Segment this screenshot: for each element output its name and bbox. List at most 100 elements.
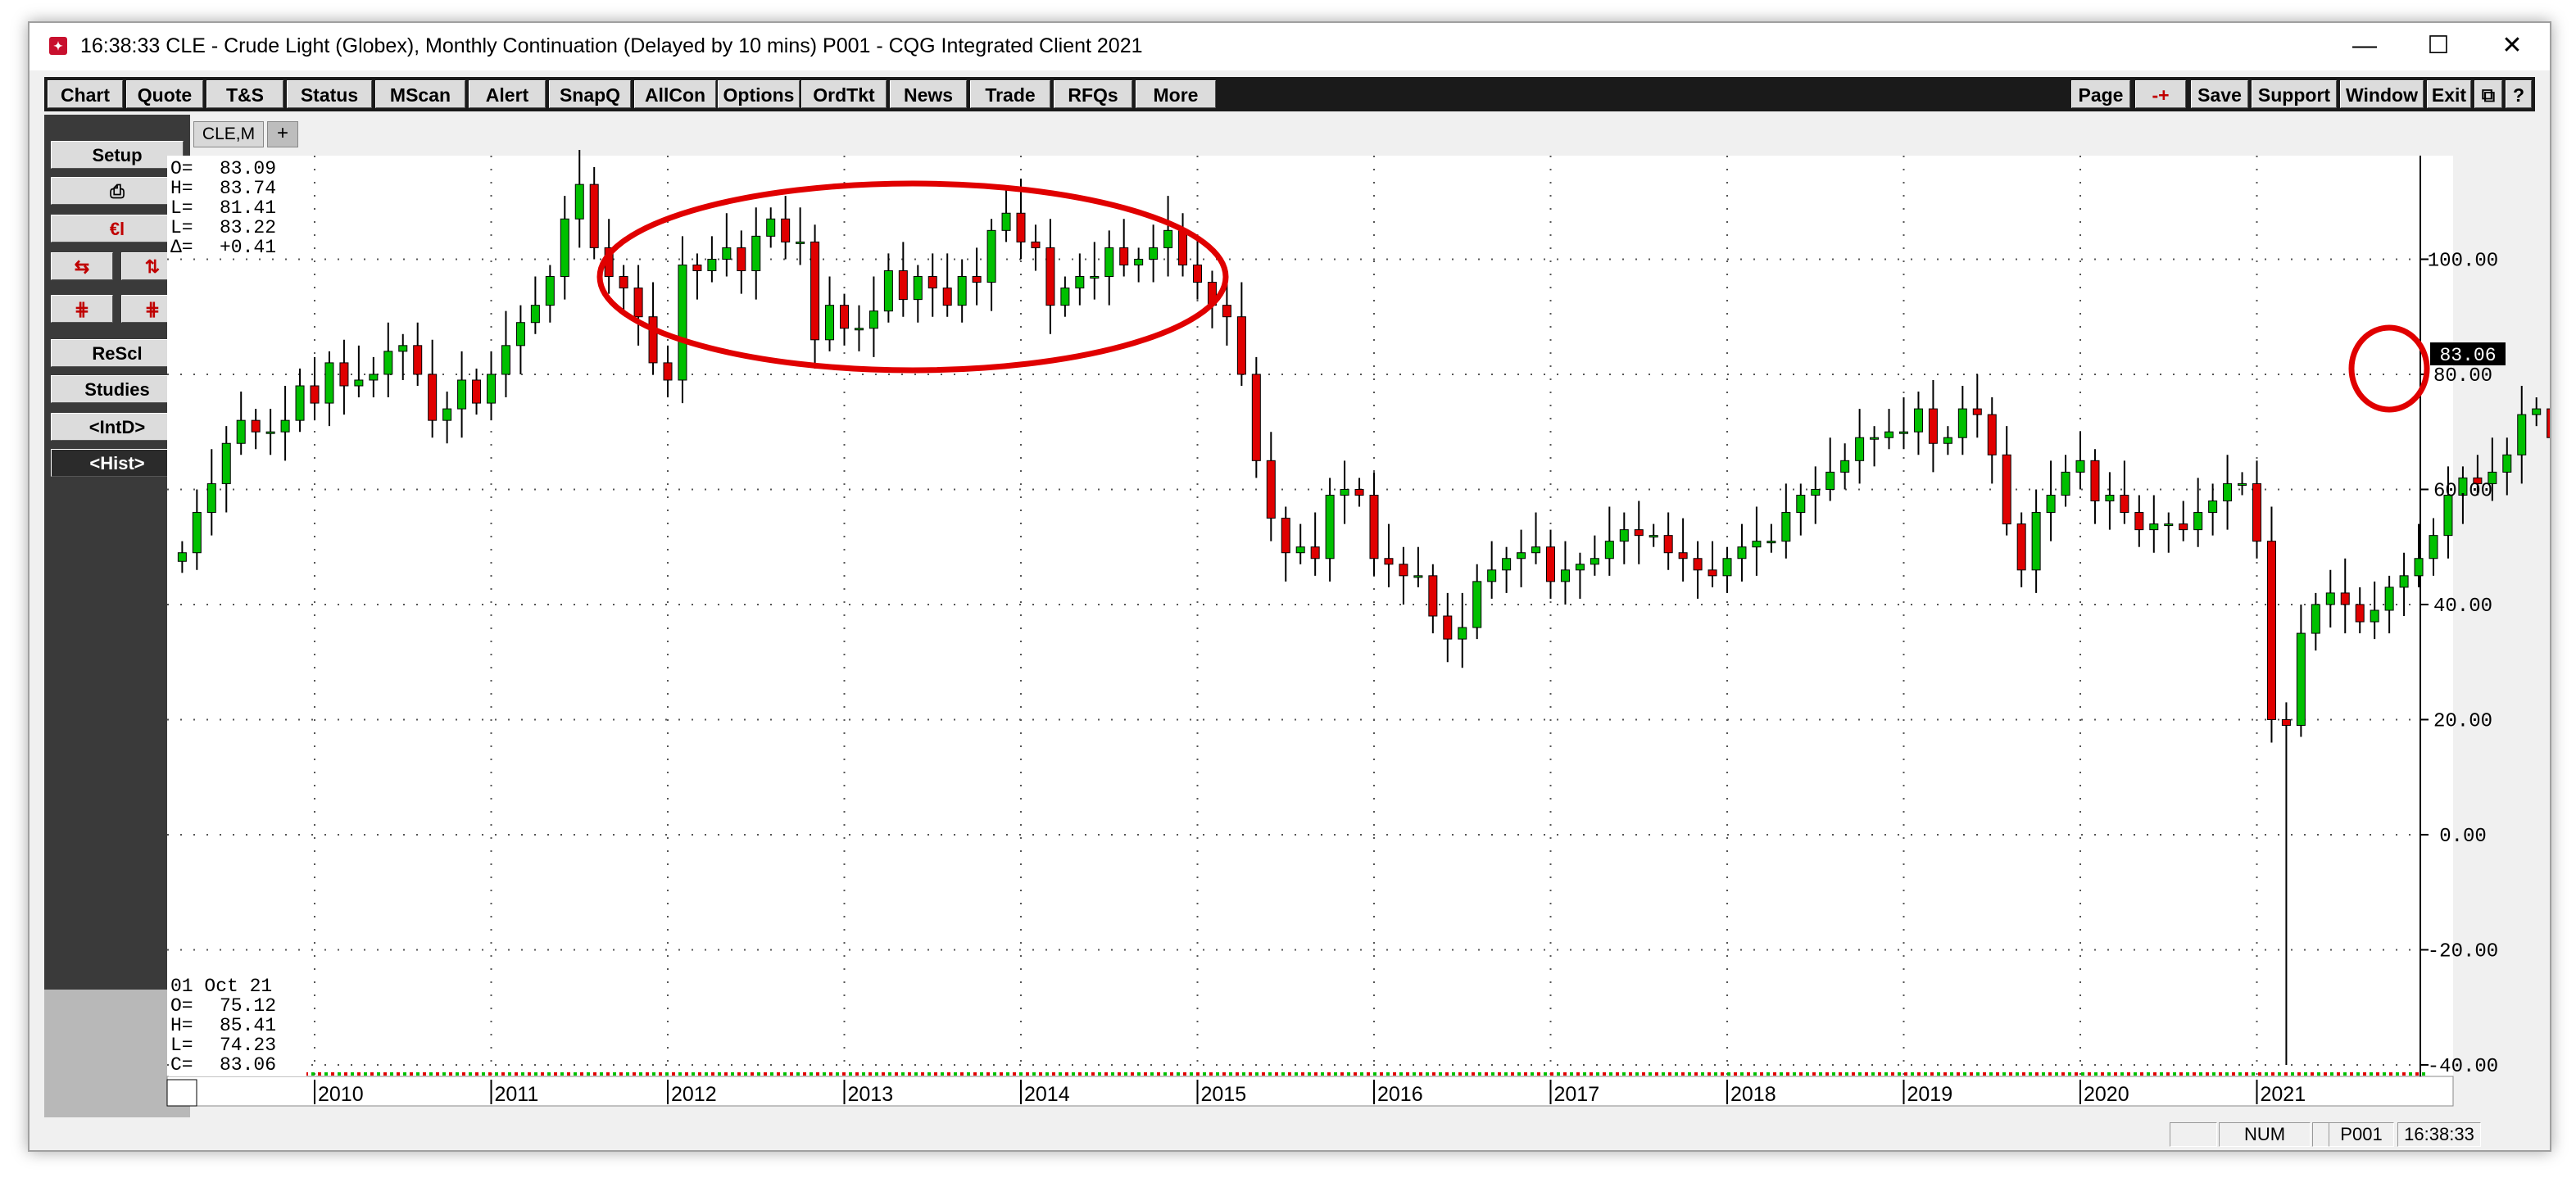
candle-body — [1899, 431, 1908, 434]
timeline-marker — [1458, 1072, 1462, 1076]
page-button[interactable]: Page — [2071, 80, 2130, 108]
save-button[interactable]: Save — [2191, 80, 2248, 108]
candle-body — [2090, 460, 2100, 502]
candle-body — [2517, 414, 2527, 455]
timeline-marker — [770, 1072, 773, 1076]
candle-body — [1149, 247, 1159, 260]
y-tick-label: -40.00 — [2428, 1056, 2498, 1078]
setup-button[interactable]: Setup — [51, 141, 184, 169]
support-button[interactable]: Support — [2252, 80, 2337, 108]
rescale-button[interactable]: ReScl — [51, 339, 184, 367]
maximize-button[interactable]: ☐ — [2427, 32, 2450, 59]
timeline-marker — [652, 1072, 655, 1076]
minimize-button[interactable]: — — [2352, 32, 2377, 59]
timeline-marker — [1340, 1072, 1344, 1076]
swap-horizontal-icon[interactable]: ⇆ — [51, 252, 113, 280]
window-title: 16:38:33 CLE - Crude Light (Globex), Mon… — [80, 34, 1143, 57]
close-button[interactable]: ✕ — [2501, 32, 2523, 59]
timeline-marker — [1045, 1072, 1049, 1076]
candle-body — [678, 264, 687, 381]
time-and-sales-button[interactable]: T&S — [206, 80, 283, 108]
candle-body — [1458, 627, 1467, 640]
timeline-marker — [338, 1072, 341, 1076]
timeline-marker — [1170, 1072, 1173, 1076]
timeline-marker — [318, 1072, 321, 1076]
timeline-marker — [2225, 1072, 2229, 1076]
timeline-marker — [311, 1072, 315, 1076]
timeline-marker — [1524, 1072, 1527, 1076]
mscan-button[interactable]: MScan — [375, 80, 465, 108]
candle-series — [177, 149, 2550, 1076]
timeline-marker — [1026, 1072, 1029, 1076]
print-icon[interactable]: ⎙ — [51, 177, 184, 205]
candle-body — [383, 351, 393, 375]
timeline-marker — [2271, 1072, 2274, 1076]
timeline-marker — [1930, 1072, 1934, 1076]
allcon-button[interactable]: AllCon — [634, 80, 716, 108]
timeline-marker — [1649, 1072, 1652, 1076]
candle-body — [2208, 501, 2218, 514]
intraday-button[interactable]: <IntD> — [51, 413, 184, 441]
chart-button[interactable]: Chart — [48, 80, 123, 108]
timeline-marker — [1399, 1072, 1403, 1076]
timeline-marker — [1596, 1072, 1599, 1076]
rfqs-button[interactable]: RFQs — [1054, 80, 1132, 108]
exit-button[interactable]: Exit — [2427, 80, 2471, 108]
help-icon[interactable]: ? — [2506, 80, 2532, 108]
tab-cle-monthly[interactable]: CLE,M — [193, 121, 264, 147]
candle-body — [1428, 575, 1438, 617]
candle-body — [1604, 541, 1614, 559]
quote-button[interactable]: Quote — [126, 80, 203, 108]
add-tab-button[interactable]: + — [267, 121, 298, 147]
candle-body — [1413, 575, 1423, 578]
timeline-marker — [2311, 1072, 2314, 1076]
candle-body — [1693, 558, 1703, 571]
timeline-marker — [1858, 1072, 1862, 1076]
timeline-marker — [2232, 1072, 2235, 1076]
price-chart[interactable]: 100.00 80.00 60.00 40.00 20.00 0.00 -20.00 -40.… — [29, 23, 2550, 1150]
timeline-marker — [1878, 1072, 1881, 1076]
chart-tab-strip: CLE,M + — [193, 120, 2537, 147]
excel-export-icon[interactable]: €l — [51, 215, 184, 242]
timeline-marker — [574, 1072, 577, 1076]
candle-body — [2458, 477, 2468, 496]
window-button[interactable]: Window — [2340, 80, 2424, 108]
candle-body — [398, 345, 408, 352]
more-button[interactable]: More — [1136, 80, 1216, 108]
status-page: P001 — [2329, 1122, 2394, 1147]
candle-body — [177, 552, 187, 562]
candle-body — [2061, 471, 2070, 496]
timeline-marker — [2101, 1072, 2104, 1076]
timeline-marker — [855, 1072, 859, 1076]
timeline-marker — [685, 1072, 688, 1076]
news-button[interactable]: News — [890, 80, 967, 108]
historical-button[interactable]: <Hist> — [51, 449, 184, 477]
alert-button[interactable]: Alert — [469, 80, 546, 108]
x-tick-label: 2015 — [1201, 1083, 1247, 1106]
candle-body — [1487, 569, 1497, 582]
timeline-marker — [1386, 1072, 1390, 1076]
timeline-marker — [1616, 1072, 1619, 1076]
timeline-marker — [1360, 1072, 1363, 1076]
candle-body — [428, 374, 438, 421]
timeline-marker — [1091, 1072, 1095, 1076]
timeline-marker — [2206, 1072, 2209, 1076]
options-button[interactable]: Options — [718, 80, 800, 108]
timeline-marker — [2075, 1072, 2078, 1076]
trade-button[interactable]: Trade — [970, 80, 1050, 108]
timeline-marker — [1039, 1072, 1042, 1076]
studies-button[interactable]: Studies — [51, 375, 184, 403]
status-button[interactable]: Status — [287, 80, 372, 108]
candle-body — [1957, 408, 1967, 438]
timeline-marker — [1275, 1072, 1278, 1076]
info-high-key: H= — [170, 178, 193, 199]
restore-layout-icon[interactable]: ⧉ — [2474, 80, 2502, 108]
zoom-minus-plus-button[interactable]: -+ — [2135, 80, 2186, 108]
grid-horizontal-icon[interactable]: ⋕ — [51, 295, 113, 323]
chart-sidebar: Setup ⎙ €l ⇆ ⇅ ⋕ ⋕ ReScl Studies <IntD> … — [44, 115, 190, 1122]
snapq-button[interactable]: SnapQ — [549, 80, 631, 108]
timeline-marker — [1196, 1072, 1200, 1076]
ordtkt-button[interactable]: OrdTkt — [801, 80, 887, 108]
candle-body — [1075, 276, 1085, 289]
timeline-marker — [1059, 1072, 1062, 1076]
